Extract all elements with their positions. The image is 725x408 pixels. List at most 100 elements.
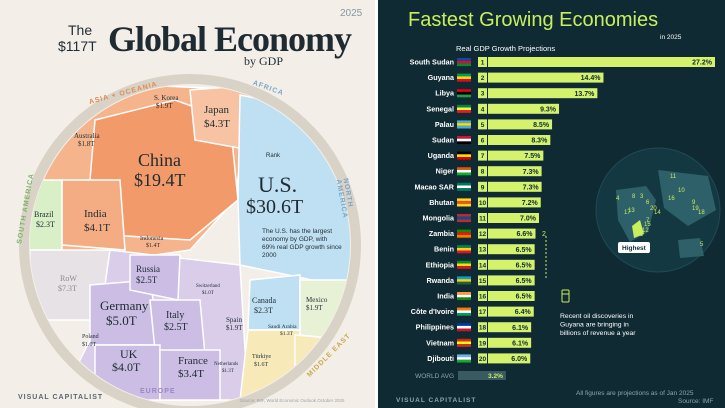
country-flag xyxy=(457,235,471,238)
value-label: 7.3% xyxy=(523,184,540,191)
map-number: 3 xyxy=(640,194,644,200)
country-flag xyxy=(457,245,471,248)
country-germany-name: Germany xyxy=(100,298,149,313)
bar xyxy=(488,337,532,348)
left-year: 2025 xyxy=(340,8,363,19)
country-label: Palau xyxy=(435,120,454,129)
country-flag xyxy=(457,338,471,342)
country-japan-value: $4.3T xyxy=(204,118,230,130)
map-number: 16 xyxy=(668,196,675,202)
country-russia-value: $2.5T xyxy=(136,275,158,285)
country-flag xyxy=(457,276,471,280)
country-flag xyxy=(457,247,471,251)
country-skorea-name: S. Korea xyxy=(154,94,179,102)
map-number: 20 xyxy=(650,206,657,212)
rank-label: 19 xyxy=(479,340,487,347)
country-label: Mongolia xyxy=(422,214,455,223)
value-label: 7.0% xyxy=(520,216,537,223)
rank-box xyxy=(478,306,487,317)
map-number: 19 xyxy=(692,206,699,212)
map-number: 17 xyxy=(624,210,631,216)
chart-title: Fastest Growing Economies xyxy=(408,9,658,31)
rank-box xyxy=(478,337,487,348)
country-label: Benin xyxy=(434,245,454,254)
map-number: 9 xyxy=(692,200,696,206)
country-flag xyxy=(457,169,471,173)
title-amount: $117T xyxy=(58,38,97,54)
country-flag xyxy=(457,294,471,298)
country-label: Philippines xyxy=(416,323,454,332)
country-canada-name: Canada xyxy=(252,296,276,305)
country-mexico-name: Mexico xyxy=(306,296,328,304)
value-label: 6.5% xyxy=(516,262,533,269)
map-number: 5 xyxy=(700,242,704,248)
country-uk-name: UK xyxy=(120,347,138,361)
country-flag xyxy=(457,151,471,155)
value-label: 9.3% xyxy=(540,106,557,113)
country-flag xyxy=(457,107,471,111)
left-brand: VISUAL CAPITALIST xyxy=(18,394,104,401)
rank-label: 12 xyxy=(479,231,487,238)
country-label: Djibouti xyxy=(427,354,454,363)
country-italy-value: $2.5T xyxy=(164,322,188,333)
country-label: Bhutan xyxy=(429,198,454,207)
country-flag xyxy=(457,154,471,157)
country-spain-name: Spain xyxy=(226,316,242,324)
bar xyxy=(488,275,535,286)
country-china-name: China xyxy=(138,150,181,170)
value-label: 7.5% xyxy=(524,153,541,160)
rank-label: 4 xyxy=(481,106,485,113)
value-label: 14.4% xyxy=(581,75,602,82)
map-number: 1 xyxy=(640,232,644,238)
us-rank-label: Rank xyxy=(266,153,281,159)
rank-label: 1 xyxy=(481,60,485,67)
country-label: Côte d'Ivoire xyxy=(411,307,454,316)
country-flag xyxy=(457,219,471,223)
country-label: Ethiopia xyxy=(426,260,455,269)
annotation-marker: 2 xyxy=(542,231,546,238)
country-label: Sudan xyxy=(432,136,454,145)
country-china-value: $19.4T xyxy=(134,170,186,190)
value-label: 27.2% xyxy=(692,60,713,67)
rank-label: 17 xyxy=(479,309,487,316)
country-italy-name: Italy xyxy=(166,310,185,321)
bar xyxy=(488,166,542,177)
country-flag xyxy=(457,198,471,202)
annotation-text: Recent oil discoveries in Guyana are brin… xyxy=(560,313,636,337)
rank-box xyxy=(478,88,487,99)
value-label: 6.6% xyxy=(517,231,534,238)
country-switzerland-name: Switzerland xyxy=(196,284,220,289)
map-highest-label: Highest xyxy=(622,245,647,252)
footer-note: All figures are projections as of Jan 20… xyxy=(576,390,694,397)
country-flag xyxy=(457,79,471,82)
rank-box xyxy=(478,244,487,255)
rank-label: 7 xyxy=(481,153,485,160)
rank-label: 3 xyxy=(481,91,485,98)
country-switzerland-value: $1.0T xyxy=(202,291,214,296)
country-flag xyxy=(457,201,471,204)
value-label: 7.3% xyxy=(523,169,540,176)
country-uk-value: $4.0T xyxy=(112,360,141,374)
value-label: 6.5% xyxy=(516,278,533,285)
rank-label: 9 xyxy=(481,184,485,191)
rank-box xyxy=(478,119,487,130)
map-number: 6 xyxy=(646,200,650,206)
country-flag xyxy=(457,138,471,142)
country-flag xyxy=(457,182,471,186)
rank-box xyxy=(478,228,487,239)
value-label: 6.1% xyxy=(512,325,529,332)
map-number: 13 xyxy=(628,208,635,214)
country-flag xyxy=(457,357,471,360)
country-flag xyxy=(457,125,471,129)
rank-box xyxy=(478,181,487,192)
chart-year: in 2025 xyxy=(660,34,682,41)
rank-box xyxy=(478,259,487,270)
country-flag xyxy=(457,104,471,108)
bar xyxy=(488,259,535,270)
right-brand: VISUAL CAPITALIST xyxy=(396,397,476,404)
country-flag xyxy=(457,232,471,235)
page-title: Global Economy xyxy=(108,19,352,59)
country-turkiye-name: Türkiye xyxy=(252,354,271,360)
rank-box xyxy=(478,213,487,223)
rank-label: 18 xyxy=(479,325,487,332)
